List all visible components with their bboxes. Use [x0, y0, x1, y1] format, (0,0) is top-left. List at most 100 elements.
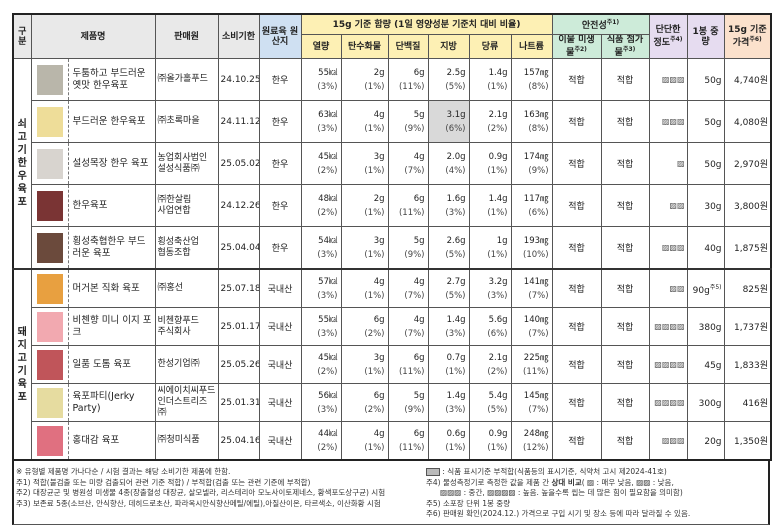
- nutrition-value: 55㎉: [318, 67, 338, 78]
- nutrition-cal: 45㎉ (2%): [300, 142, 342, 185]
- seller: 농업회사법인 설성식품㈜: [154, 142, 219, 185]
- table-row: 일품 도톰 육포한성기업㈜25.05.26.국내산45㎉(2%)3g(1%)6g…: [13, 345, 772, 384]
- nutrition-carb: 4g (1%): [340, 268, 389, 308]
- expiry-date: 25.01.31.: [217, 383, 260, 422]
- nutrition-value: 1.4g: [446, 390, 466, 401]
- nutrition-value: 63㎉: [318, 109, 338, 120]
- nutrition-percent: (2%): [317, 442, 338, 453]
- nutrition-value: 193㎎: [523, 235, 549, 246]
- nutrition-prot: 6g (11%): [387, 421, 429, 461]
- nutrition-percent: (3%): [487, 290, 508, 301]
- nutrition-percent: (11%): [523, 366, 549, 377]
- foreign-matter-result: 적합: [551, 345, 602, 384]
- nutrition-percent: (7%): [528, 290, 549, 301]
- nutrition-percent: (2%): [317, 366, 338, 377]
- nutrition-value: 5g: [413, 390, 425, 401]
- nutrition-percent: (1%): [487, 249, 508, 260]
- weight-value: 50g: [704, 75, 722, 86]
- nutrition-value: 1.4g: [488, 193, 508, 204]
- expiry-date: 25.05.26.: [217, 345, 260, 384]
- table-body: 쇠 고 기 한 우 육 포 두툼하고 부드러운 옛맛 한우육포 ㈜올가홀푸드 24.1…: [12, 58, 772, 461]
- expiry-date: 25.04.04.: [217, 226, 260, 270]
- nutrition-value: 1.6g: [446, 193, 466, 204]
- seller: ㈜올가홀푸드: [154, 58, 219, 101]
- header-foreign-matter: 이물 미생물주2): [551, 34, 602, 59]
- header-category: 구분: [12, 13, 32, 59]
- expiry-date: 25.01.17.: [217, 307, 260, 346]
- nutrition-percent: (3%): [317, 328, 338, 339]
- header-nutrition-group: 15g 기준 함량 (1일 영양성분 기준치 대비 비율): [300, 13, 553, 35]
- origin: 국내산: [258, 383, 302, 422]
- additive-result: 적합: [600, 100, 650, 143]
- nutrition-percent: (2%): [487, 123, 508, 134]
- seller: 비첸향푸드 주식회사: [154, 307, 219, 346]
- additive-result: 적합: [600, 383, 650, 422]
- footnote-ref: 주3): [622, 46, 636, 53]
- nutrition-percent: (7%): [528, 328, 549, 339]
- nutrition-value: 3.2g: [488, 276, 508, 287]
- nutrition-percent: (3%): [445, 328, 466, 339]
- nutrition-value: 6g: [413, 67, 425, 78]
- nutrition-value: 4g: [413, 314, 425, 325]
- product-image: [30, 226, 69, 270]
- product-thumbnail: [36, 425, 63, 456]
- nutrition-fat: 2.7g (5%): [427, 268, 470, 308]
- nutrition-prot: 6g (11%): [387, 58, 429, 101]
- foreign-matter-result: 적합: [551, 268, 602, 308]
- nutrition-value: 3g: [373, 352, 385, 363]
- nutrition-carb: 3g (1%): [340, 142, 389, 185]
- nutrition-percent: (1%): [364, 81, 385, 92]
- foreign-matter-result: 적합: [551, 226, 602, 270]
- seller: ㈜청미식품: [154, 421, 219, 461]
- nutrition-percent: (10%): [523, 249, 549, 260]
- product-name: 부드러운 한우육포: [67, 100, 156, 143]
- weight-value: 300g: [698, 398, 722, 409]
- product-image: [30, 307, 69, 346]
- nutrition-na: 193㎎ (10%): [510, 226, 553, 270]
- nutrition-percent: (2%): [317, 207, 338, 218]
- nutrition-value: 6g: [373, 390, 385, 401]
- weight-value: 40g: [704, 243, 722, 254]
- header-safety-group: 안전성주1): [551, 13, 650, 35]
- nutrition-value: 4g: [413, 151, 425, 162]
- price: 1,737원: [723, 307, 772, 346]
- seller: 한성기업㈜: [154, 345, 219, 384]
- nutrition-value: 5.6g: [488, 314, 508, 325]
- nutrition-value: 4g: [373, 276, 385, 287]
- product-thumbnail: [36, 273, 63, 304]
- product-thumbnail: [36, 190, 63, 221]
- footnotes-left: ※ 유형별 제품명 가나다순 / 시험 결과는 해당 소비기한 제품에 한함. …: [14, 467, 420, 520]
- nutrition-value: 4g: [373, 428, 385, 439]
- weight: 90g주5): [686, 268, 725, 308]
- price: 4,080원: [723, 100, 772, 143]
- weight: 40g: [686, 226, 725, 270]
- additive-result: 적합: [600, 268, 650, 308]
- nutrition-value: 141㎎: [523, 276, 549, 287]
- header-weight: 1봉 중량: [686, 13, 725, 59]
- legend-text: : 식품 표시기준 부적합(식품등의 표시기준, 식약처 고시 제2024-41…: [442, 467, 667, 476]
- nutrition-na: 163㎎ (8%): [510, 100, 553, 143]
- nutrition-na: 174㎎ (9%): [510, 142, 553, 185]
- nutrition-cal: 55㎉ (3%): [300, 58, 342, 101]
- legend-nonconforming: : 식품 표시기준 부적합(식품등의 표시기준, 식약처 고시 제2024-41…: [426, 467, 766, 478]
- weight: 30g: [686, 184, 725, 227]
- category-beef: 쇠 고 기 한 우 육 포: [12, 58, 32, 270]
- nutrition-value: 145㎎: [523, 390, 549, 401]
- nutrition-carb: 4g (1%): [340, 421, 389, 461]
- seller: 횡성축산업 협동조합: [154, 226, 219, 270]
- nutrition-prot: 4g (7%): [387, 268, 429, 308]
- nutrition-sugar: 0.9g (1%): [468, 421, 512, 461]
- nutrition-na: 140㎎ (7%): [510, 307, 553, 346]
- nutrition-cal: 54㎉ (3%): [300, 226, 342, 270]
- nutrition-sugar: 1.4g (1%): [468, 184, 512, 227]
- nutrition-cal: 48㎉ (2%): [300, 184, 342, 227]
- weight: 50g: [686, 100, 725, 143]
- nutrition-fat: 0.6g (1%): [427, 421, 470, 461]
- product-image: [30, 142, 69, 185]
- nutrition-fat: 1.4g (3%): [427, 307, 470, 346]
- price: 3,800원: [723, 184, 772, 227]
- expiry-date: 25.05.02.: [217, 142, 260, 185]
- note-4-text: 주4) 물성측정기로 측정한 값을 제품 간: [426, 477, 552, 487]
